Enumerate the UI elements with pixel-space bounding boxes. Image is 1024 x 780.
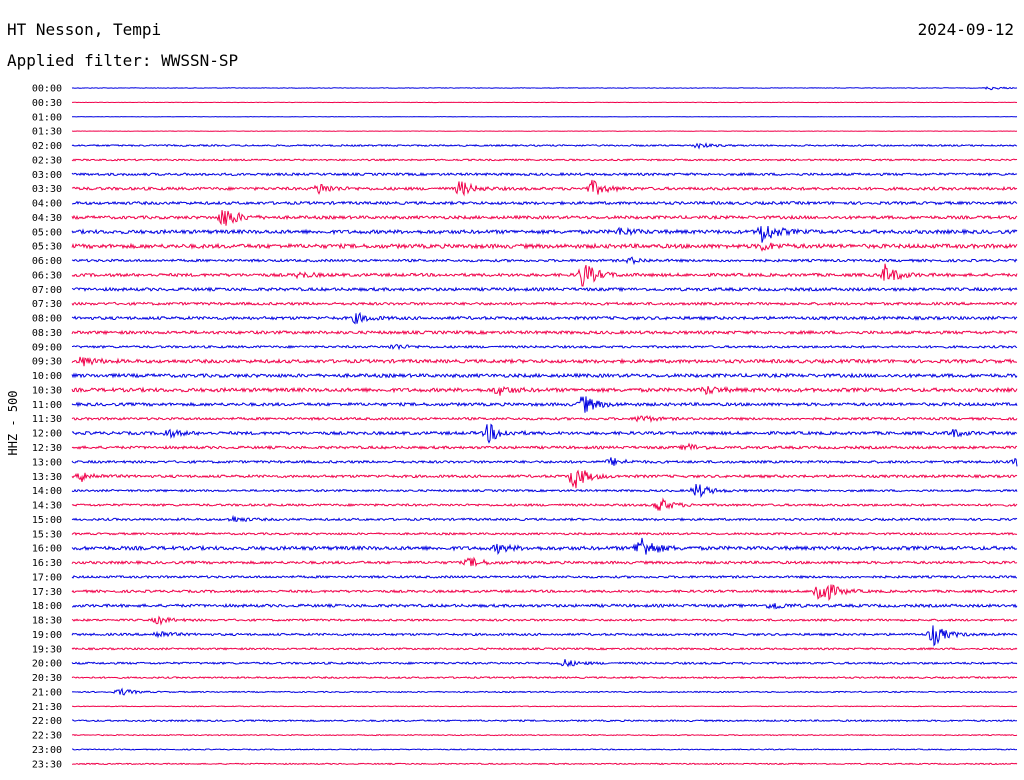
time-tick-label: 11:00 bbox=[32, 400, 62, 411]
trace-line bbox=[71, 301, 1018, 307]
trace-line bbox=[71, 719, 1017, 723]
trace-line bbox=[71, 625, 1018, 647]
time-tick-label: 16:00 bbox=[32, 544, 62, 555]
trace-line bbox=[71, 675, 1018, 680]
time-tick-label: 11:30 bbox=[32, 414, 62, 425]
time-tick-label: 01:30 bbox=[32, 127, 62, 138]
time-tick-label: 19:00 bbox=[32, 630, 62, 641]
time-tick-label: 09:00 bbox=[32, 342, 62, 353]
time-tick-label: 15:00 bbox=[32, 515, 62, 526]
trace-line bbox=[71, 537, 1018, 556]
trace-line bbox=[71, 329, 1018, 336]
trace-line bbox=[71, 531, 1018, 536]
trace-line bbox=[71, 687, 1018, 696]
time-tick-label: 22:30 bbox=[32, 731, 62, 742]
time-tick-label: 13:00 bbox=[32, 457, 62, 468]
time-tick-label: 14:00 bbox=[32, 486, 62, 497]
time-tick-label: 06:30 bbox=[32, 270, 62, 281]
trace-line bbox=[71, 483, 1018, 498]
time-tick-label: 01:00 bbox=[32, 112, 62, 123]
trace-line bbox=[71, 584, 1018, 601]
trace-line bbox=[71, 423, 1018, 444]
trace-line bbox=[71, 171, 1018, 177]
trace-line bbox=[71, 457, 1018, 467]
trace-line bbox=[71, 210, 1018, 226]
time-tick-label: 14:30 bbox=[32, 501, 62, 512]
trace-line bbox=[71, 602, 1018, 610]
time-tick-label: 17:00 bbox=[32, 572, 62, 583]
trace-line bbox=[71, 385, 1018, 396]
time-tick-label: 19:30 bbox=[32, 644, 62, 655]
time-tick-label: 23:30 bbox=[32, 759, 62, 770]
trace-line bbox=[71, 659, 1018, 668]
time-tick-label: 18:00 bbox=[32, 601, 62, 612]
trace-line bbox=[71, 748, 1018, 751]
filter-label: Applied filter: WWSSN-SP bbox=[7, 51, 239, 70]
trace-line bbox=[71, 311, 1018, 325]
trace-line bbox=[71, 442, 1018, 451]
time-tick-label: 20:00 bbox=[32, 659, 62, 670]
time-tick-label: 03:30 bbox=[32, 184, 62, 195]
time-tick-label: 06:00 bbox=[32, 256, 62, 267]
time-tick-label: 13:30 bbox=[32, 472, 62, 483]
time-tick-label: 02:00 bbox=[32, 141, 62, 152]
trace-line bbox=[72, 200, 1018, 206]
time-tick-label: 03:00 bbox=[32, 170, 62, 181]
time-tick-label: 12:00 bbox=[32, 429, 62, 440]
trace-line bbox=[71, 556, 1018, 567]
time-tick-label: 07:00 bbox=[32, 285, 62, 296]
time-tick-label: 07:30 bbox=[32, 299, 62, 310]
time-tick-label: 09:30 bbox=[32, 357, 62, 368]
time-tick-label: 21:00 bbox=[32, 687, 62, 698]
time-tick-label: 21:30 bbox=[32, 702, 62, 713]
trace-line bbox=[71, 574, 1018, 580]
trace-line bbox=[71, 415, 1018, 424]
trace-line bbox=[71, 263, 1018, 287]
trace-line bbox=[71, 356, 1018, 367]
trace-line bbox=[71, 158, 1018, 162]
trace-line bbox=[71, 497, 1018, 511]
time-tick-label: 08:00 bbox=[32, 314, 62, 325]
time-tick-label: 10:30 bbox=[32, 385, 62, 396]
time-tick-label: 02:30 bbox=[32, 155, 62, 166]
trace-line bbox=[71, 514, 1018, 523]
trace-line bbox=[71, 647, 1018, 651]
time-tick-label: 08:30 bbox=[32, 328, 62, 339]
time-tick-label: 16:30 bbox=[32, 558, 62, 569]
time-tick-label: 20:30 bbox=[32, 673, 62, 684]
trace-line bbox=[71, 256, 1018, 266]
time-tick-label: 23:00 bbox=[32, 745, 62, 756]
time-tick-label: 05:00 bbox=[32, 227, 62, 238]
station-title: HT Nesson, Tempi bbox=[7, 20, 162, 39]
time-tick-label: 17:30 bbox=[32, 587, 62, 598]
trace-line bbox=[71, 179, 1018, 197]
time-tick-label: 00:30 bbox=[32, 98, 62, 109]
time-tick-label: 18:30 bbox=[32, 616, 62, 627]
record-date: 2024-09-12 bbox=[917, 20, 1014, 39]
time-tick-label: 04:30 bbox=[32, 213, 62, 224]
trace-line bbox=[71, 142, 1018, 150]
trace-line bbox=[71, 615, 1018, 626]
trace-line bbox=[71, 762, 1018, 766]
time-tick-label: 05:30 bbox=[32, 242, 62, 253]
trace-line bbox=[71, 705, 1018, 708]
trace-line bbox=[71, 242, 1018, 252]
time-tick-label: 00:00 bbox=[32, 84, 62, 95]
time-tick-label: 22:00 bbox=[32, 716, 62, 727]
time-tick-label: 12:30 bbox=[32, 443, 62, 454]
time-tick-label: 15:30 bbox=[32, 529, 62, 540]
time-tick-label: 10:00 bbox=[32, 371, 62, 382]
trace-line bbox=[71, 469, 1018, 489]
trace-line bbox=[71, 733, 1018, 737]
time-tick-label: 04:00 bbox=[32, 199, 62, 210]
trace-line bbox=[71, 225, 1018, 243]
trace-line bbox=[71, 372, 1018, 379]
trace-line bbox=[71, 343, 1018, 351]
trace-line bbox=[71, 396, 1018, 413]
trace-line bbox=[71, 86, 1018, 91]
trace-line bbox=[71, 286, 1018, 293]
